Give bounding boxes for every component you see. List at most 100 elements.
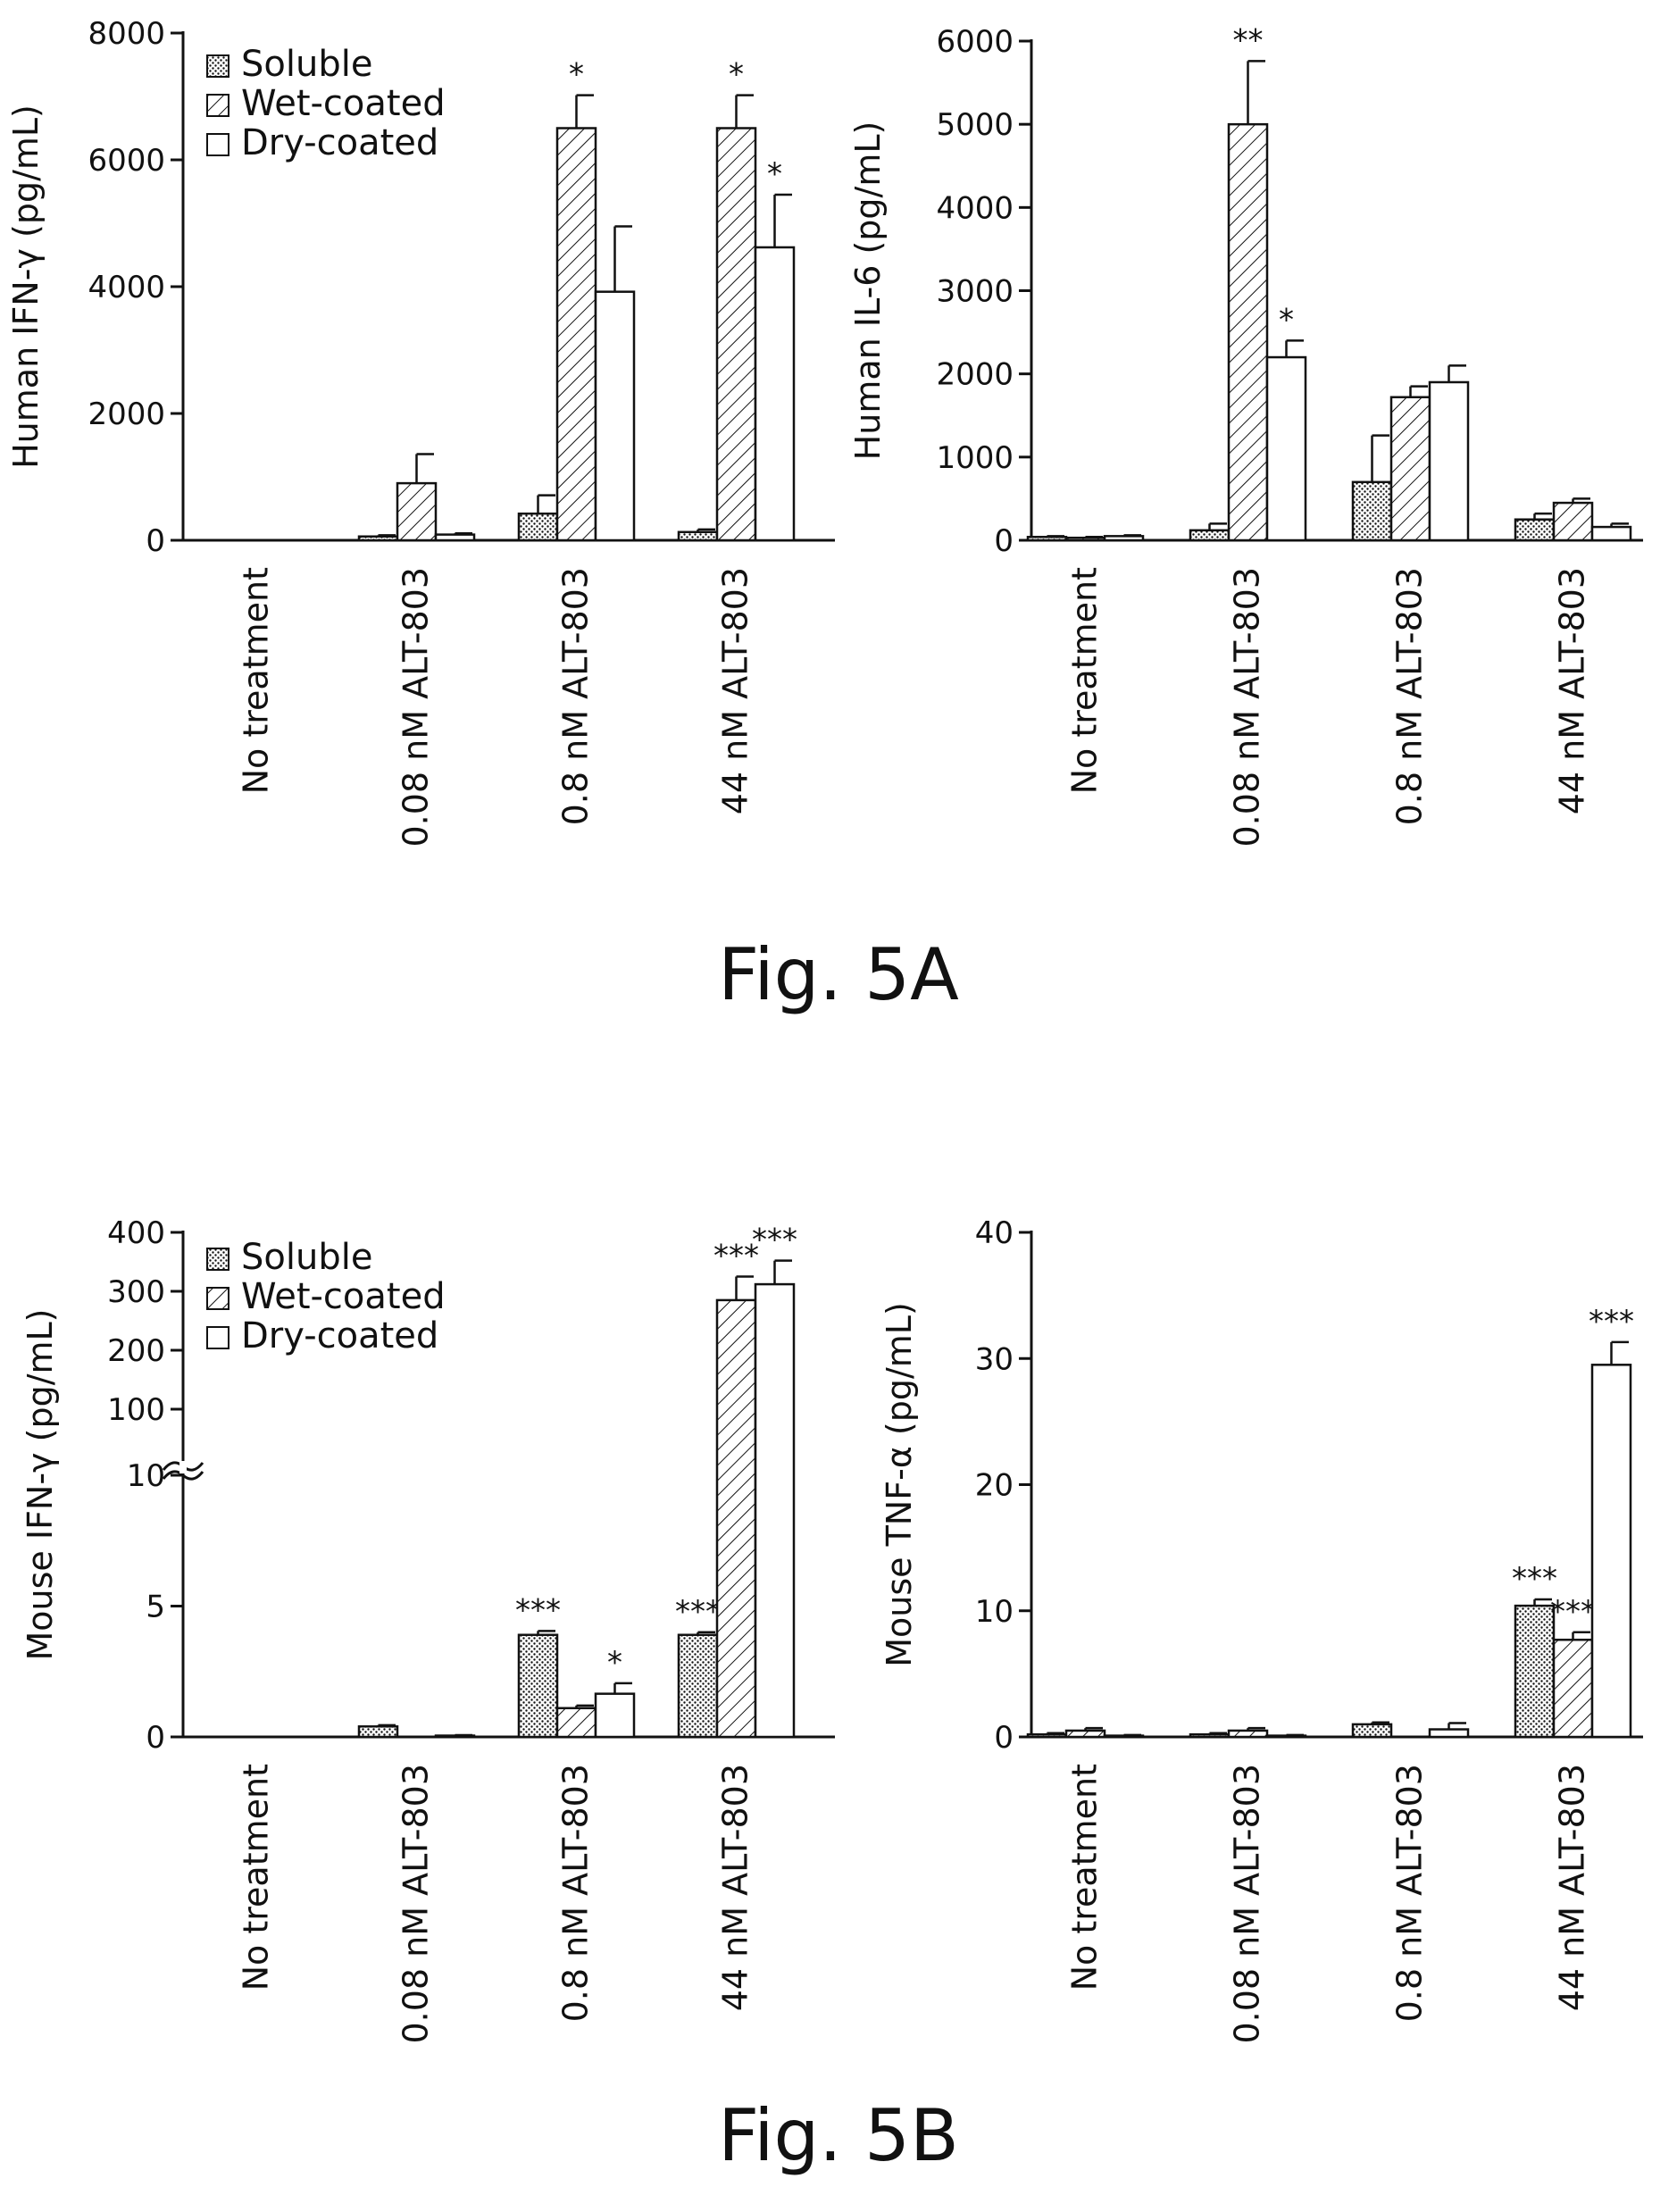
chart-panel-0: 0 2000 4000 6000 8000 Human IFN-γ (pg/mL) No t… — [6, 16, 835, 847]
bar — [555, 1707, 597, 1739]
y-tick-label: 0 — [994, 523, 1014, 559]
legend-label: Soluble — [241, 44, 372, 85]
bar — [434, 533, 476, 542]
legend-swatch — [206, 1326, 229, 1349]
y-tick-label: 400 — [107, 1215, 165, 1251]
y-tick-label: 8000 — [88, 16, 165, 52]
y-axis-label: Human IFN-γ (pg/mL) — [6, 104, 46, 469]
legend-swatch — [206, 54, 229, 78]
bar — [715, 1298, 757, 1739]
category-label: 0.08 nM ALT-803 — [396, 1764, 436, 2044]
chart-panel-1: 0 1000 2000 3000 4000 5000 6000 Human IL-6 (pg/… — [848, 22, 1643, 847]
figure-caption-5a: Fig. 5A — [718, 933, 959, 1016]
category-label: 0.08 nM ALT-803 — [1228, 567, 1267, 847]
bar — [396, 481, 438, 542]
legend-label: Dry-coated — [241, 122, 438, 163]
y-tick-label: 3000 — [936, 274, 1014, 310]
figure-caption-5b: Fig. 5B — [718, 2094, 959, 2177]
bar — [754, 1282, 796, 1739]
y-tick-label: 10 — [127, 1458, 165, 1494]
significance-label: *** — [515, 1592, 561, 1628]
significance-label: ** — [1233, 22, 1264, 58]
bar — [1552, 1638, 1594, 1739]
bar — [677, 530, 719, 542]
category-label: 0.08 nM ALT-803 — [1228, 1764, 1267, 2044]
category-label: 0.8 nM ALT-803 — [1390, 1764, 1430, 2022]
bar — [1590, 525, 1632, 542]
y-tick-label: 1000 — [936, 440, 1014, 476]
y-tick-label: 5000 — [936, 107, 1014, 143]
category-label: 0.8 nM ALT-803 — [556, 567, 596, 825]
bar — [594, 1692, 636, 1739]
y-tick-label: 100 — [107, 1392, 165, 1428]
bar — [517, 512, 559, 542]
bar — [1265, 355, 1307, 542]
category-label: 44 nM ALT-803 — [1553, 1764, 1592, 2011]
y-tick-label: 0 — [146, 523, 165, 559]
y-tick-label: 5 — [146, 1590, 165, 1625]
category-label: 0.8 nM ALT-803 — [1390, 567, 1430, 825]
category-label: No treatment — [1065, 1764, 1105, 1991]
y-tick-label: 10 — [975, 1594, 1014, 1630]
category-label: No treatment — [237, 1764, 276, 1991]
significance-label: * — [767, 156, 782, 192]
y-tick-label: 200 — [107, 1333, 165, 1369]
bar — [1428, 1728, 1470, 1739]
y-tick-label: 40 — [975, 1215, 1014, 1251]
category-label: 44 nM ALT-803 — [716, 567, 755, 814]
bar — [1227, 122, 1269, 542]
significance-label: * — [607, 1645, 622, 1681]
bar — [677, 1633, 719, 1739]
category-label: 44 nM ALT-803 — [716, 1764, 755, 2011]
legend-label: Dry-coated — [241, 1315, 438, 1356]
axis-break-gap — [179, 1461, 187, 1473]
significance-label: *** — [675, 1594, 721, 1630]
category-label: No treatment — [237, 567, 276, 794]
y-tick-label: 2000 — [936, 357, 1014, 393]
category-label: 44 nM ALT-803 — [1553, 567, 1592, 814]
y-axis-label: Mouse TNF-α (pg/mL) — [880, 1302, 919, 1667]
significance-label: *** — [1512, 1561, 1557, 1597]
y-tick-label: 4000 — [936, 190, 1014, 226]
y-tick-label: 300 — [107, 1274, 165, 1310]
y-tick-label: 6000 — [88, 143, 165, 179]
significance-label: *** — [752, 1223, 797, 1258]
category-label: 0.08 nM ALT-803 — [396, 567, 436, 847]
bar — [1428, 380, 1470, 542]
legend-swatch — [206, 1287, 229, 1310]
legend-label: Wet-coated — [241, 83, 446, 124]
y-tick-label: 2000 — [88, 396, 165, 432]
legend-label: Wet-coated — [241, 1276, 446, 1317]
bar — [1552, 501, 1594, 542]
bar — [1026, 1732, 1068, 1739]
bar — [1351, 1723, 1393, 1739]
bar — [555, 127, 597, 542]
bar — [357, 535, 399, 542]
bar — [1064, 536, 1106, 542]
y-tick-label: 4000 — [88, 270, 165, 305]
bar — [1514, 1604, 1556, 1739]
significance-label: *** — [1589, 1304, 1634, 1340]
y-tick-label: 20 — [975, 1468, 1014, 1504]
significance-label: *** — [713, 1239, 759, 1274]
bar — [357, 1725, 399, 1739]
bar — [1103, 535, 1145, 542]
bar — [1064, 1729, 1106, 1739]
bar — [1514, 518, 1556, 542]
y-tick-label: 6000 — [936, 24, 1014, 60]
y-tick-label: 0 — [146, 1720, 165, 1756]
bar — [1189, 1732, 1231, 1739]
y-axis-label: Mouse IFN-γ (pg/mL) — [21, 1308, 60, 1660]
bar — [715, 127, 757, 542]
legend-swatch — [206, 133, 229, 156]
category-label: 0.8 nM ALT-803 — [556, 1764, 596, 2022]
significance-label: * — [569, 57, 584, 93]
chart-panel-3: 0 10 20 30 40 Mouse TNF-α (pg/mL) No treatment… — [880, 1215, 1643, 2044]
bar — [1026, 536, 1068, 542]
category-label: No treatment — [1065, 567, 1105, 794]
bar — [1227, 1729, 1269, 1739]
bar — [594, 290, 636, 542]
significance-label: *** — [1550, 1594, 1596, 1630]
bar — [1590, 1364, 1632, 1739]
